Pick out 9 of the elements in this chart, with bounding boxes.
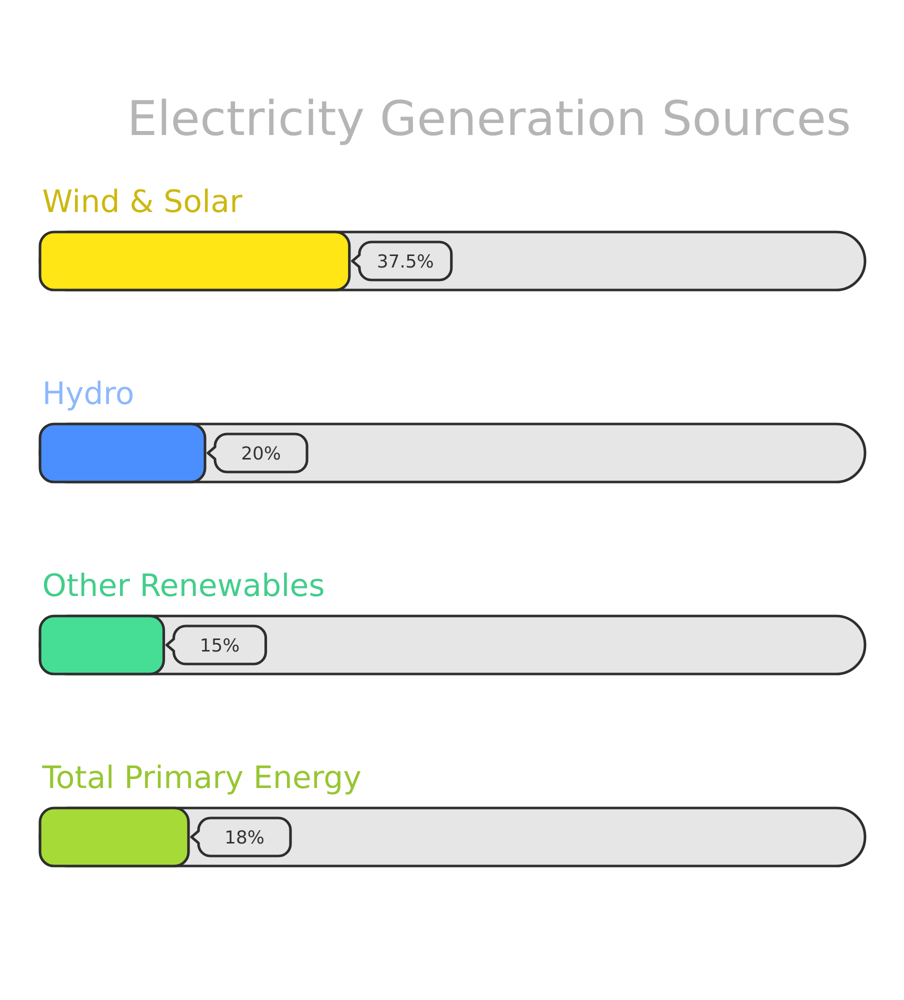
data-label: 37.5% <box>378 254 433 268</box>
y-tick-label: Total Primary Energy <box>42 764 361 794</box>
chart-title: Electricity Generation Sources <box>132 98 849 145</box>
y-tick-label: Other Renewables <box>44 572 324 596</box>
data-label: 20% <box>242 446 280 460</box>
y-tick-label: Wind & Solar <box>43 188 242 212</box>
y-tick-label: Hydro <box>45 380 133 410</box>
data-label: 15% <box>202 638 239 652</box>
data-label: 18% <box>226 830 264 844</box>
